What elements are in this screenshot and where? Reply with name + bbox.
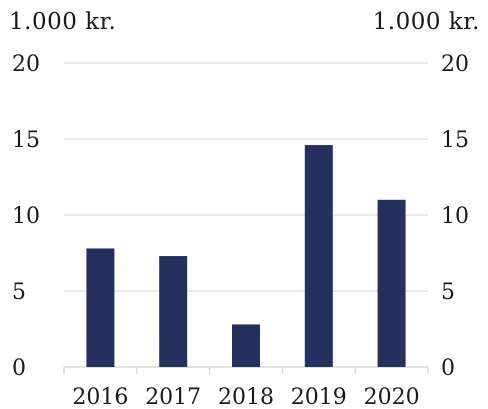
x-tick-label-2017: 2017 — [145, 385, 201, 409]
bar-2020 — [377, 199, 406, 367]
x-tick-label-2018: 2018 — [218, 385, 274, 409]
left-axis-ticks: 0 5 10 15 20 — [12, 52, 40, 381]
gridlines — [63, 62, 429, 374]
right-axis-unit-label: 1.000 kr. — [372, 9, 480, 35]
left-tick-label-5: 5 — [12, 280, 26, 305]
bars — [86, 145, 406, 367]
left-axis-unit-label: 1.000 kr. — [9, 9, 117, 35]
bar-2017 — [159, 256, 188, 367]
x-axis-ticks: 2016 2017 2018 2019 2020 — [72, 385, 419, 409]
x-tick-label-2020: 2020 — [364, 385, 420, 409]
left-tick-label-0: 0 — [12, 356, 26, 381]
right-tick-label-15: 15 — [441, 128, 469, 153]
right-axis-ticks: 0 5 10 15 20 — [441, 52, 469, 381]
bar-2018 — [232, 324, 260, 367]
right-tick-label-5: 5 — [441, 280, 455, 305]
right-tick-label-10: 10 — [441, 204, 469, 229]
left-tick-label-15: 15 — [12, 128, 40, 153]
bar-2019 — [304, 145, 333, 367]
left-tick-label-10: 10 — [12, 204, 40, 229]
x-tick-label-2016: 2016 — [72, 385, 128, 409]
x-tick-label-2019: 2019 — [291, 385, 347, 409]
right-tick-label-20: 20 — [441, 52, 469, 77]
bar-2016 — [86, 248, 115, 367]
left-tick-label-20: 20 — [12, 52, 40, 77]
right-tick-label-0: 0 — [441, 356, 455, 381]
